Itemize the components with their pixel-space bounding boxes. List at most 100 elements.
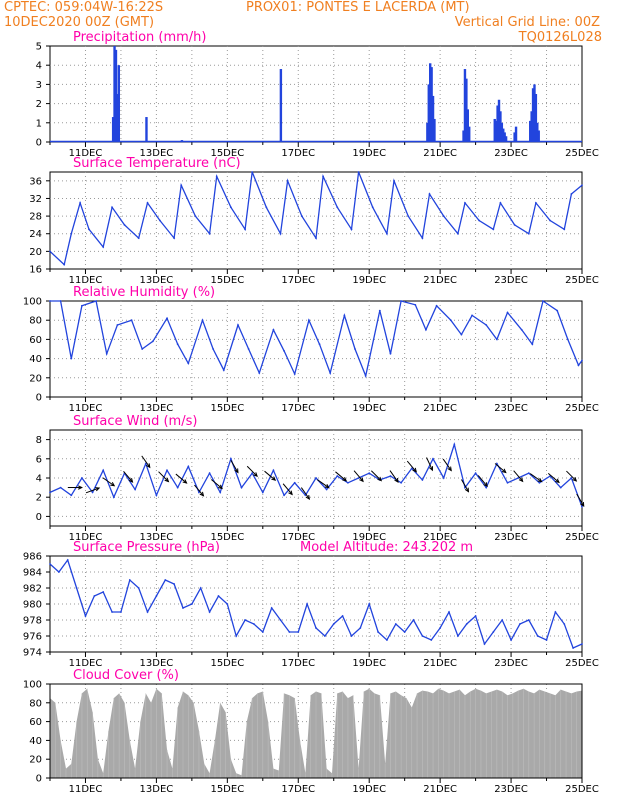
- wind-vector-arrow: [566, 470, 577, 482]
- wind-vector-arrow: [389, 470, 399, 483]
- rh-point: [247, 348, 250, 350]
- temp-ytick-label: 16: [29, 265, 42, 276]
- cloud-ytick-label: 100: [23, 680, 42, 691]
- precip-ytick-label: 3: [36, 80, 42, 91]
- temp-point: [492, 228, 495, 231]
- wind-xtick-label: 15DEC: [210, 532, 244, 543]
- temp-title: Surface Temperature (nC): [73, 156, 241, 171]
- pres-point: [182, 607, 184, 609]
- wind-xtick-label: 17DEC: [281, 532, 315, 543]
- pres-ytick-label: 984: [23, 568, 42, 579]
- temp-panel: 16 20 24 28 32 36 11DEC 13DEC 15DEC 17DEC 19DEC 21D…: [29, 156, 599, 286]
- rh-point: [95, 300, 98, 302]
- precip-bar: [111, 117, 115, 142]
- wind-vector-head: [324, 483, 330, 489]
- rh-point: [49, 300, 51, 302]
- wind-vector-arrow: [102, 477, 115, 487]
- wind-xtick-label: 25DEC: [565, 532, 599, 543]
- wind-vector-arrow: [230, 460, 239, 473]
- pres-point: [492, 631, 495, 633]
- precip-bar: [494, 120, 498, 142]
- rh-point: [485, 324, 488, 326]
- wind-point: [432, 457, 434, 460]
- pres-point: [279, 619, 282, 621]
- rh-ytick-label: 0: [36, 393, 42, 404]
- wind-vector-head: [95, 487, 101, 492]
- temp-frame: [49, 171, 583, 270]
- precip-bar: [468, 126, 471, 142]
- temp-point: [456, 232, 459, 235]
- precip-bar: [533, 84, 536, 142]
- pres-point: [368, 603, 371, 605]
- wind-point: [421, 479, 424, 481]
- wind-vector-arrow: [158, 471, 169, 482]
- rh-point: [425, 328, 427, 331]
- wind-vector-head: [554, 478, 560, 484]
- wind-vector-head: [164, 477, 170, 483]
- temp-point: [49, 250, 51, 253]
- cloud-ytick-label: 0: [36, 774, 42, 785]
- precip-bar: [529, 120, 532, 142]
- temp-point: [123, 224, 126, 226]
- temp-point: [279, 232, 282, 235]
- pres-point: [456, 635, 459, 637]
- precip-xtick-label: 23DEC: [494, 148, 528, 159]
- rh-panel: 0 20 40 60 80 100 11DEC 13DEC 15DEC 17DEC 19DEC 21D…: [23, 285, 599, 414]
- wind-vector-head: [305, 494, 311, 500]
- wind-vector-head: [182, 479, 188, 484]
- temp-point: [407, 215, 410, 217]
- wind-point: [325, 488, 328, 491]
- pres-point: [75, 587, 78, 589]
- temp-point: [70, 232, 73, 235]
- pres-point: [581, 643, 583, 645]
- precip-bar: [534, 94, 538, 142]
- precip-bar: [429, 63, 432, 142]
- rh-point: [460, 333, 463, 336]
- wind-point: [240, 486, 243, 489]
- wind-ytick-label: 2: [36, 493, 42, 504]
- precip-bar: [431, 95, 435, 142]
- temp-point: [215, 175, 218, 178]
- pres-ytick-label: 978: [23, 616, 42, 627]
- wind-point: [198, 491, 200, 494]
- header-datetime: 10DEC2020 00Z (GMT): [4, 15, 154, 30]
- pres-xtick-label: 19DEC: [352, 658, 386, 669]
- pres-xtick-label: 13DEC: [140, 658, 174, 669]
- wind-vector-arrow: [141, 455, 151, 468]
- precip-bar: [463, 69, 467, 142]
- wind-vector-arrow: [211, 479, 223, 489]
- precip-bar: [114, 49, 118, 143]
- temp-point: [428, 193, 431, 195]
- rh-xtick-label: 11DEC: [69, 403, 103, 414]
- pres-title: Surface Pressure (hPa): [73, 540, 220, 555]
- precip-bar: [514, 126, 518, 142]
- temp-xtick-label: 15DEC: [210, 275, 244, 286]
- rh-xtick-label: 15DEC: [210, 403, 244, 414]
- temp-series-line: [49, 171, 583, 266]
- wind-point: [474, 472, 477, 475]
- temp-point: [180, 184, 183, 187]
- pres-point: [341, 615, 344, 617]
- wind-vector-head: [234, 468, 239, 474]
- wind-point: [166, 469, 168, 472]
- wind-vector-head: [483, 482, 488, 488]
- rh-xtick-label: 21DEC: [423, 403, 457, 414]
- rh-point: [364, 374, 367, 377]
- temp-point: [63, 263, 66, 266]
- pres-point: [403, 631, 406, 633]
- wind-point: [538, 481, 541, 484]
- wind-point: [144, 462, 147, 465]
- cloud-xtick-label: 25DEC: [565, 784, 599, 795]
- cloud-ytick-label: 40: [29, 736, 42, 747]
- pres-point: [483, 643, 486, 645]
- temp-point: [581, 184, 583, 187]
- precip-xtick-label: 11DEC: [69, 148, 103, 159]
- wind-vector-head: [342, 476, 348, 482]
- wind-vector-arrow: [426, 457, 433, 471]
- wind-point: [293, 481, 296, 484]
- pres-point: [350, 635, 353, 637]
- pres-ytick-label: 986: [23, 552, 42, 563]
- temp-ytick-label: 32: [29, 194, 42, 205]
- wind-vector-arrow: [194, 484, 204, 497]
